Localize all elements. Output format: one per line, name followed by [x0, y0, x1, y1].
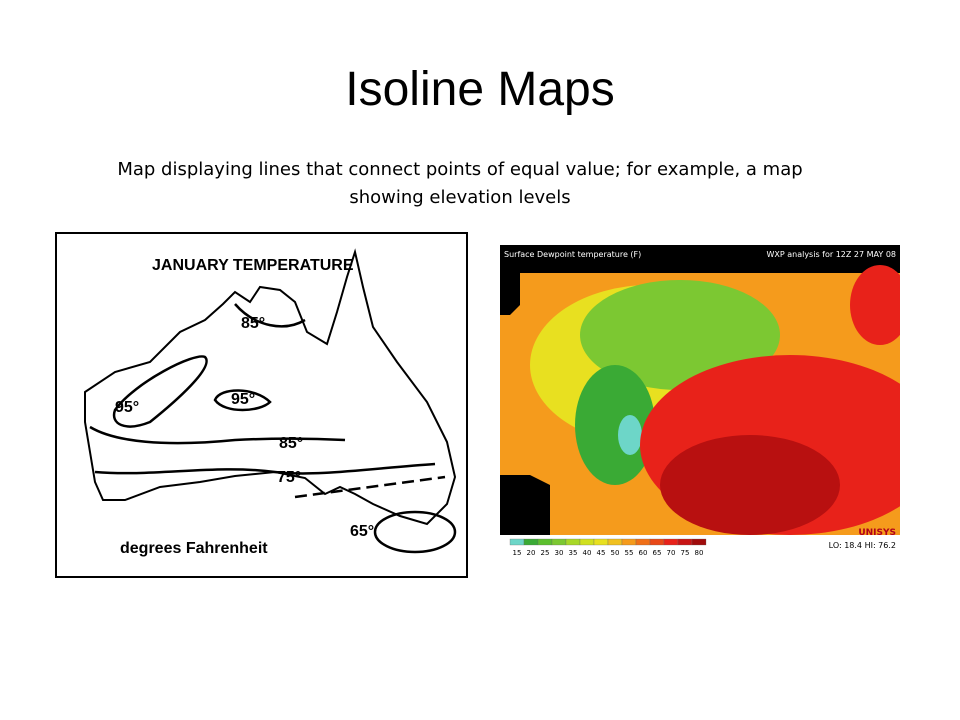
legend-swatch — [649, 538, 665, 546]
legend-swatch — [621, 538, 637, 546]
legend-swatch — [691, 538, 707, 546]
isoline-label: 95° — [231, 391, 255, 408]
legend-label: 65 — [653, 549, 662, 557]
legend-swatch — [593, 538, 609, 546]
legend-label: 45 — [597, 549, 606, 557]
isoline-label: 85° — [279, 435, 303, 452]
legend-label: 60 — [639, 549, 648, 557]
dewpoint-area — [618, 415, 642, 455]
legend-label: 55 — [625, 549, 634, 557]
isoline — [89, 425, 346, 445]
isoline — [373, 510, 457, 554]
legend-label: 80 — [695, 549, 704, 557]
analysis-time: WXP analysis for 12Z 27 MAY 08 — [766, 250, 896, 259]
isoline-label: 85° — [241, 315, 265, 332]
legend-label: 70 — [667, 549, 676, 557]
isotherm-map: JANUARY TEMPERATURE 85° 95° 95° 85° 75° … — [55, 232, 468, 578]
legend-swatch — [551, 538, 567, 546]
legend-swatch — [677, 538, 693, 546]
legend-label: 15 — [513, 549, 522, 557]
no-data — [500, 273, 900, 535]
map-frame — [55, 232, 468, 578]
legend-label: 75 — [681, 549, 690, 557]
legend-label: 30 — [555, 549, 564, 557]
legend-label: 25 — [541, 549, 550, 557]
legend-swatch — [565, 538, 581, 546]
isoline — [213, 389, 272, 412]
map-caption: degrees Fahrenheit — [120, 540, 268, 557]
isoline-label: 95° — [115, 399, 139, 416]
isoline — [294, 475, 446, 499]
dewpoint-area — [850, 265, 900, 345]
isoline — [234, 303, 306, 328]
dewpoint-map: 15 20 25 30 35 40 45 50 55 60 65 70 75 80 Surface Dew… — [500, 245, 900, 565]
legend: 15 20 25 30 35 40 45 50 55 60 65 70 75 80 — [509, 538, 707, 557]
legend-label: 40 — [583, 549, 592, 557]
legend-swatch — [635, 538, 651, 546]
dewpoint-area — [580, 280, 780, 390]
legend-label: 50 — [611, 549, 620, 557]
map-title: Surface Dewpoint temperature (F) — [504, 250, 641, 259]
dewpoint-area — [575, 365, 655, 485]
map-header — [500, 245, 900, 273]
brand: UNISYS — [858, 528, 896, 538]
legend-label: 20 — [527, 549, 536, 557]
stats: LO: 18.4 HI: 76.2 — [829, 541, 896, 550]
legend-swatch — [607, 538, 623, 546]
isoline-label: 65° — [350, 523, 374, 540]
legend-swatch — [509, 538, 525, 546]
isoline-label: 75° — [277, 469, 301, 486]
legend-swatch — [663, 538, 679, 546]
coastline — [84, 248, 457, 526]
isoline — [94, 462, 436, 475]
slide-subtitle: Map displaying lines that connect points… — [117, 159, 803, 208]
map-title: JANUARY TEMPERATURE — [152, 257, 354, 274]
isoline — [112, 355, 208, 428]
legend-label: 35 — [569, 549, 578, 557]
dewpoint-area — [660, 435, 840, 535]
legend-swatch — [579, 538, 595, 546]
legend-swatch — [537, 538, 553, 546]
slide-title: Isoline Maps — [345, 63, 615, 116]
legend-swatch — [523, 538, 539, 546]
